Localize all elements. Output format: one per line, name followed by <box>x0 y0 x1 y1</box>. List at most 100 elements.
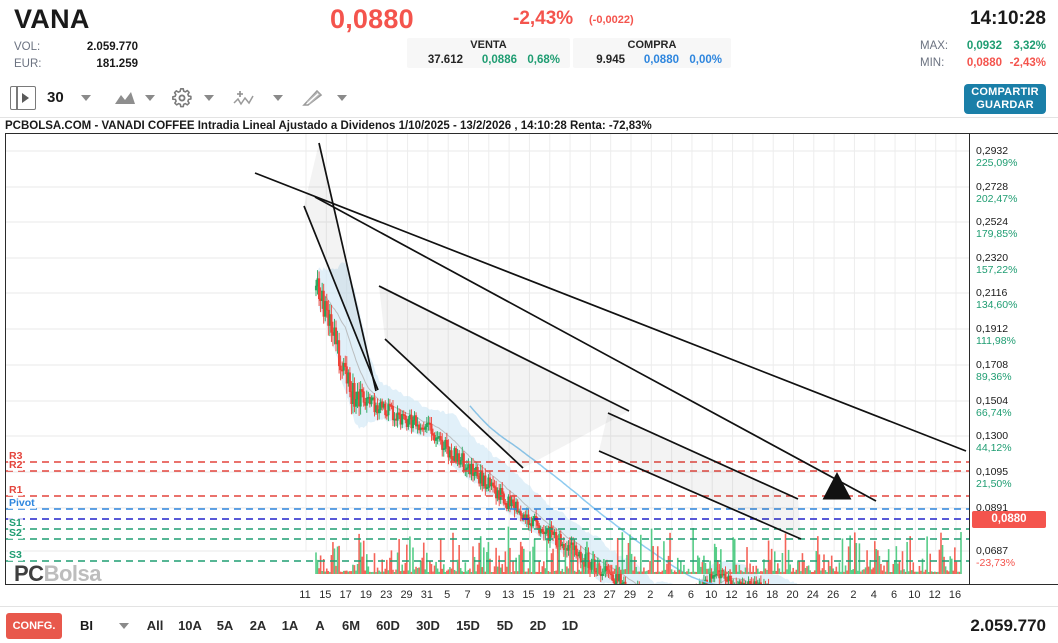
volume-bar <box>690 571 693 574</box>
volume-bar <box>583 560 585 574</box>
triangle-up-marker-icon[interactable] <box>822 472 852 500</box>
volume-bar <box>790 571 793 574</box>
area-chart-icon[interactable] <box>113 87 137 109</box>
candle-body <box>511 499 515 504</box>
volume-bar <box>826 571 828 574</box>
interval-value[interactable]: 30 <box>47 89 64 106</box>
candle-body <box>396 412 399 421</box>
candle-body <box>314 285 318 291</box>
price-axis[interactable]: 0,2932 225,09% 0,2728 202,47% 0,2524 179,85% 0… <box>969 133 1058 585</box>
volume-bar <box>780 571 782 574</box>
channel-line[interactable] <box>378 285 630 412</box>
volume-bar <box>761 571 764 574</box>
volume-bar <box>713 543 716 574</box>
volume-bar <box>596 557 599 574</box>
trendline-line[interactable] <box>318 142 377 392</box>
volume-bar <box>358 533 360 574</box>
timeframe-button-1a[interactable]: 1A <box>281 618 299 633</box>
volume-bar <box>578 569 581 574</box>
volume-bar <box>410 571 413 574</box>
timeframe-button-15d[interactable]: 15D <box>456 618 480 633</box>
bid-percent: 0,00% <box>689 54 722 66</box>
gear-icon[interactable] <box>170 87 194 109</box>
channel-line[interactable] <box>384 338 524 469</box>
config-button[interactable]: CONFG. <box>6 613 62 639</box>
timeframe-button-1d[interactable]: 1D <box>561 618 579 633</box>
timeframe-button-30d[interactable]: 30D <box>416 618 440 633</box>
timeframe-button-2a[interactable]: 2A <box>249 618 267 633</box>
timeframe-button-5a[interactable]: 5A <box>216 618 234 633</box>
price-axis-tick-percent: 134,60% <box>976 299 1018 311</box>
volume-bar <box>467 569 470 574</box>
date-axis-tick: 20 <box>786 589 799 601</box>
candle-body <box>401 414 404 425</box>
volume-bar <box>649 560 651 574</box>
timeframe-button-5d[interactable]: 5D <box>496 618 514 633</box>
draw-chevron-down-icon[interactable] <box>337 95 347 101</box>
volume-bar <box>843 571 845 574</box>
volume-bar <box>373 553 376 574</box>
candle-body <box>388 404 391 406</box>
price-chart-plot[interactable]: R3 R2 R1 Pivot S1 S2 S3 <box>5 133 969 585</box>
settings-chevron-down-icon[interactable] <box>204 95 214 101</box>
volume-bar <box>581 564 584 574</box>
volume-bar <box>332 542 334 574</box>
timeframe-button-60d[interactable]: 60D <box>376 618 400 633</box>
volume-bar <box>384 568 387 574</box>
volume-bar <box>918 565 921 574</box>
trendline-line[interactable] <box>303 205 379 391</box>
candle-body <box>605 566 608 571</box>
indicator-chevron-down-icon[interactable] <box>273 95 283 101</box>
volume-bar <box>772 570 774 574</box>
timeframe-button-10a[interactable]: 10A <box>178 618 202 633</box>
pcbolsa-watermark: PCBolsa <box>14 561 101 587</box>
volume-bar <box>372 571 374 574</box>
add-indicator-icon[interactable] <box>232 87 256 109</box>
date-axis[interactable]: 11 15 17 19 23 29 31 5 7 9 13 15 19 21 23 27 29 2 4 6 10 12 16… <box>5 586 969 606</box>
price-axis-tick-price: 0,1708 <box>976 359 1009 371</box>
candle-body <box>465 467 468 470</box>
date-axis-tick: 16 <box>745 589 758 601</box>
timeframe-button-all[interactable]: All <box>146 618 164 633</box>
volume-bar <box>509 547 511 574</box>
pencil-draw-icon[interactable] <box>300 87 324 109</box>
volume-bar <box>641 571 644 574</box>
chart-type-chevron-down-icon[interactable] <box>145 95 155 101</box>
price-axis-tick-price: 0,1912 <box>976 323 1009 335</box>
volume-bar <box>689 571 691 574</box>
volume-bar <box>683 564 685 574</box>
volume-bar <box>847 546 850 574</box>
timeframe-button-6m[interactable]: 6M <box>341 618 361 633</box>
channel-line[interactable] <box>607 412 799 500</box>
bi-interval-label[interactable]: BI <box>80 618 93 633</box>
volume-bar <box>615 565 617 574</box>
candle-body <box>387 404 390 416</box>
volume-bar <box>452 532 454 574</box>
volume-bar <box>676 557 679 574</box>
bi-chevron-down-icon[interactable] <box>119 623 129 629</box>
ask-title: VENTA <box>470 39 507 51</box>
timeframe-button-a[interactable]: A <box>315 618 325 633</box>
panel-toggle-icon[interactable] <box>10 86 36 110</box>
trendline-line[interactable] <box>254 172 967 452</box>
volume-bar <box>960 532 962 574</box>
volume-bar <box>835 566 838 574</box>
trendline-line[interactable] <box>314 196 877 502</box>
volume-bar <box>760 571 762 574</box>
volume-bar <box>906 541 908 574</box>
interval-chevron-down-icon[interactable] <box>81 95 91 101</box>
volume-bar <box>786 569 788 574</box>
volume-bar <box>815 551 818 574</box>
volume-bar <box>889 571 891 574</box>
channel-line[interactable] <box>598 450 802 540</box>
volume-bar <box>566 566 568 574</box>
volume-bar <box>352 564 354 574</box>
volume-bar <box>529 551 531 574</box>
timeframe-button-2d[interactable]: 2D <box>529 618 547 633</box>
volume-bar <box>429 561 431 574</box>
share-save-button[interactable]: COMPARTIR GUARDAR <box>964 84 1046 114</box>
price-axis-tick-percent: 202,47% <box>976 193 1018 205</box>
volume-bar <box>458 545 460 574</box>
volume-bar <box>950 558 953 574</box>
volume-bar <box>353 565 356 574</box>
